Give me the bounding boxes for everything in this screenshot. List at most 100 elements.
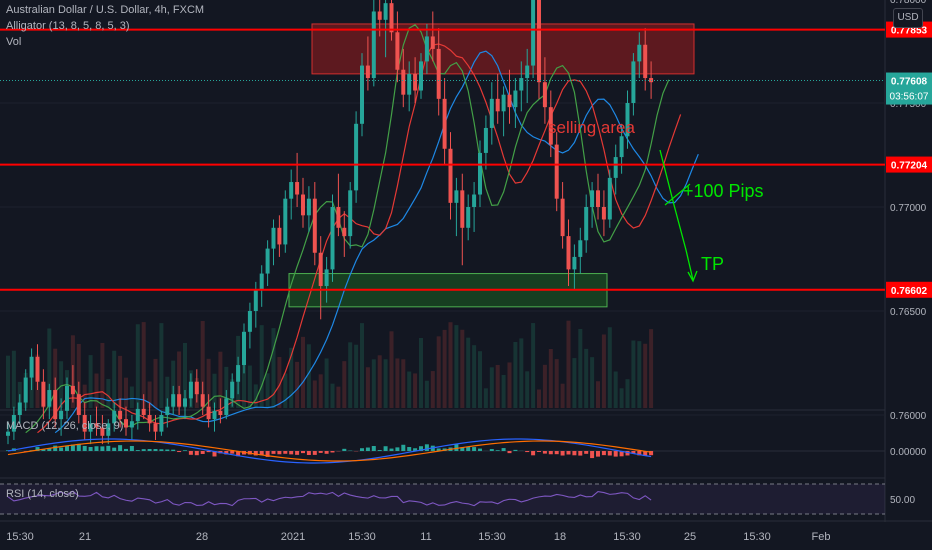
macd-histogram-bar bbox=[584, 451, 589, 454]
macd-histogram-bar bbox=[70, 444, 75, 451]
macd-histogram-bar bbox=[124, 448, 128, 451]
volume-bar bbox=[153, 358, 158, 408]
time-tick-label: 15:30 bbox=[743, 531, 771, 543]
volume-bar bbox=[389, 331, 394, 408]
macd-histogram-bar bbox=[637, 451, 642, 456]
macd-legend[interactable]: MACD (12, 26, close, 9) bbox=[6, 420, 124, 432]
volume-bar bbox=[371, 359, 376, 408]
currency-button[interactable]: USD bbox=[893, 8, 923, 28]
symbol-title: Australian Dollar / U.S. Dollar, 4h, FXC… bbox=[6, 4, 205, 16]
macd-histogram-bar bbox=[607, 451, 612, 456]
volume-bar bbox=[572, 358, 577, 408]
rsi-legend[interactable]: RSI (14, close) bbox=[6, 488, 79, 500]
tp-label: TP bbox=[701, 254, 724, 274]
time-tick-label: 15:30 bbox=[6, 531, 34, 543]
time-tick-label: 15:30 bbox=[478, 531, 506, 543]
volume-bar bbox=[531, 323, 536, 408]
volume-bar bbox=[430, 371, 435, 408]
volume-bar bbox=[135, 324, 140, 408]
candle-body bbox=[183, 398, 187, 407]
candle-body bbox=[601, 207, 606, 220]
candle-body bbox=[242, 331, 246, 366]
volume-bar bbox=[183, 342, 187, 408]
volume-bar bbox=[448, 322, 453, 408]
macd-histogram-bar bbox=[253, 451, 258, 456]
candle-body bbox=[171, 394, 176, 407]
macd-histogram-bar bbox=[365, 447, 370, 451]
candle-body bbox=[413, 73, 418, 91]
volume-bar bbox=[507, 362, 512, 408]
alligator-legend[interactable]: Alligator (13, 8, 5, 8, 5, 3) bbox=[6, 20, 130, 32]
volume-bar bbox=[283, 373, 288, 408]
candle-body bbox=[253, 290, 258, 311]
candle-body bbox=[637, 44, 642, 62]
macd-histogram-bar bbox=[525, 451, 530, 453]
candle-body bbox=[59, 410, 64, 420]
macd-histogram-bar bbox=[106, 445, 111, 451]
time-tick-label: 18 bbox=[554, 531, 566, 543]
volume-bar bbox=[206, 358, 211, 408]
volume-bar bbox=[537, 389, 541, 408]
volume-bar bbox=[513, 341, 518, 408]
macd-histogram-bar bbox=[537, 451, 541, 452]
macd-histogram-bar bbox=[407, 447, 412, 451]
macd-histogram-bar bbox=[47, 448, 52, 451]
candle-body bbox=[301, 194, 305, 216]
volume-bar bbox=[259, 325, 264, 408]
macd-histogram-bar bbox=[171, 449, 176, 451]
candle-body bbox=[29, 356, 34, 378]
candle-body bbox=[448, 148, 453, 203]
candle-body bbox=[236, 365, 241, 382]
candle-body bbox=[507, 94, 512, 108]
candle-body bbox=[100, 427, 105, 436]
candle-body bbox=[159, 415, 164, 432]
current-price-tag bbox=[886, 72, 932, 105]
macd-histogram-bar bbox=[342, 448, 347, 451]
countdown-label: 03:56:07 bbox=[890, 92, 929, 103]
volume-bar bbox=[177, 351, 182, 408]
volume-bar bbox=[330, 383, 335, 408]
candle-body bbox=[194, 381, 199, 395]
volume-bar bbox=[94, 373, 99, 408]
macd-histogram-bar bbox=[460, 447, 465, 451]
volume-legend[interactable]: Vol bbox=[6, 36, 22, 48]
candle-body bbox=[135, 408, 140, 422]
candle-body bbox=[537, 0, 541, 83]
volume-bar bbox=[643, 343, 648, 408]
candle-body bbox=[35, 356, 40, 382]
volume-bar bbox=[495, 364, 500, 408]
volume-bar bbox=[324, 358, 329, 408]
candle-body bbox=[17, 402, 22, 415]
macd-histogram-bar bbox=[566, 451, 571, 455]
candle-body bbox=[424, 36, 429, 62]
candle-body bbox=[454, 190, 459, 203]
candle-body bbox=[501, 94, 506, 112]
volume-bar bbox=[360, 323, 364, 408]
candle-body bbox=[513, 90, 518, 108]
candle-body bbox=[324, 269, 329, 287]
macd-histogram-bar bbox=[112, 447, 117, 451]
volume-bar bbox=[519, 338, 524, 408]
macd-histogram-bar bbox=[489, 449, 494, 451]
macd-histogram-bar bbox=[596, 451, 600, 457]
candle-body bbox=[584, 207, 589, 241]
candle-body bbox=[342, 227, 347, 237]
candle-body bbox=[365, 65, 370, 79]
candle-body bbox=[118, 410, 123, 420]
macd-histogram-bar bbox=[265, 451, 270, 457]
macd-histogram-bar bbox=[643, 451, 648, 456]
macd-histogram-bar bbox=[377, 450, 382, 451]
volume-bar bbox=[601, 334, 606, 408]
candle-body bbox=[495, 98, 500, 112]
candle-body bbox=[613, 157, 618, 178]
macd-histogram-bar bbox=[578, 451, 583, 456]
volume-bar bbox=[289, 347, 294, 408]
candle-body bbox=[265, 248, 270, 274]
volume-bar bbox=[6, 355, 10, 408]
time-tick-label: 2021 bbox=[281, 531, 305, 543]
volume-bar bbox=[590, 357, 595, 408]
macd-histogram-bar bbox=[59, 447, 64, 451]
macd-histogram-bar bbox=[35, 447, 40, 451]
